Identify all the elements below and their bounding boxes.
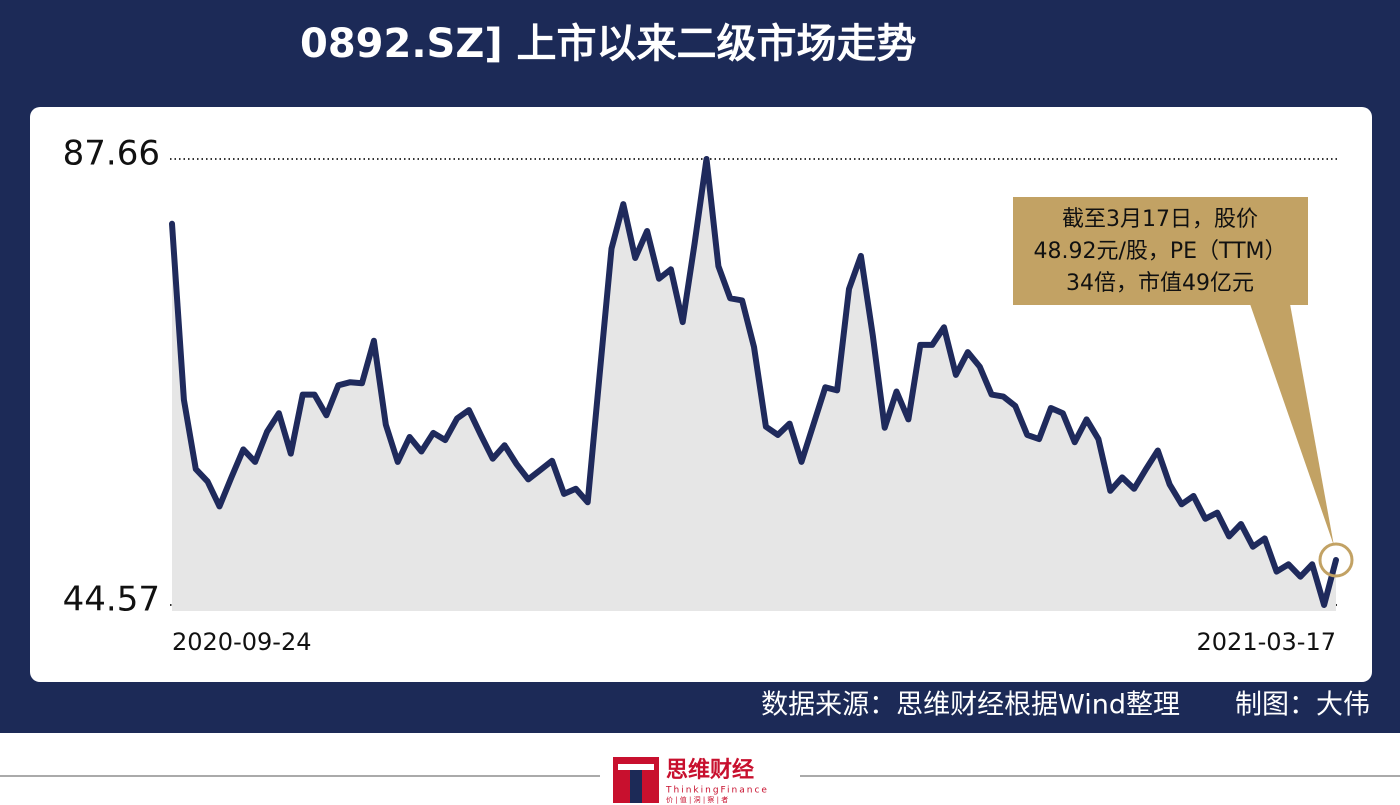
logo-mark	[630, 770, 642, 803]
chart-title: 0892.SZ] 上市以来二级市场走势	[300, 21, 917, 67]
callout-text: 34倍，市值49亿元	[1066, 271, 1254, 296]
x-tick-label: 2021-03-17	[1197, 628, 1336, 656]
callout-text: 截至3月17日，股价	[1062, 207, 1258, 232]
logo: 思维财经 ThinkingFinance 价 | 值 | 洞 | 察 | 者	[613, 757, 769, 804]
line	[169, 156, 1339, 608]
callout-pointer	[1250, 304, 1334, 546]
highlight-ring	[1318, 542, 1354, 578]
logo-motto: 价 | 值 | 洞 | 察 | 者	[666, 795, 728, 804]
logo-name: 思维财经	[666, 757, 754, 783]
callout-box	[1013, 197, 1308, 305]
callout: 截至3月17日，股价 48.92元/股，PE（TTM） 34倍，市值49亿元	[1033, 207, 1286, 296]
x-tick-label: 2020-09-24	[172, 628, 311, 656]
y-tick-label: 87.66	[63, 134, 160, 174]
y-tick-label: 44.57	[63, 580, 160, 620]
logo-english: ThinkingFinance	[665, 786, 769, 796]
credit-note: 制图：大伟	[1235, 690, 1370, 721]
source-note: 数据来源：思维财经根据Wind整理	[761, 690, 1180, 721]
plot-area: 44.57 87.66 2020-09-24 2021-03-17	[63, 134, 1354, 656]
callout-text: 48.92元/股，PE（TTM）	[1033, 239, 1286, 264]
area	[172, 159, 1336, 611]
logo-mark	[618, 764, 654, 770]
